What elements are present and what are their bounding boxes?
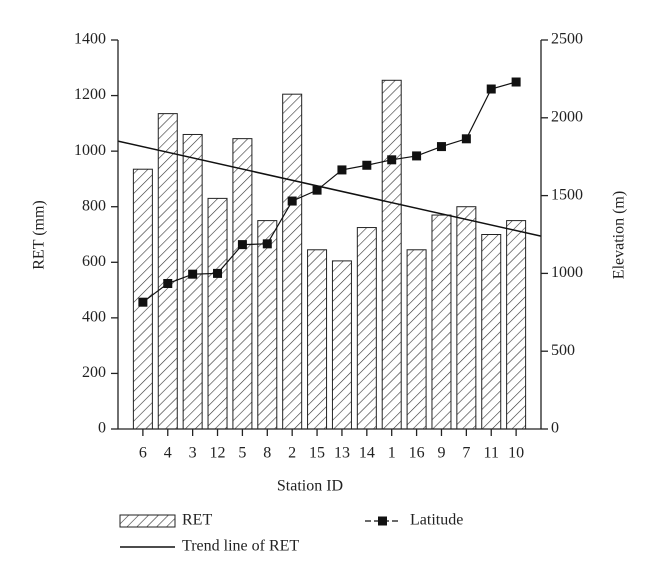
y-tick-label: 0 <box>98 420 106 437</box>
trend-line <box>117 140 542 237</box>
y2-axis-label: Elevation (m) <box>611 191 628 279</box>
bar <box>182 133 203 430</box>
bar <box>307 249 328 430</box>
x-tick-label: 8 <box>263 445 271 462</box>
series-marker <box>163 279 173 289</box>
x-tick-label: 15 <box>309 445 325 462</box>
bar <box>406 249 427 430</box>
x-tick-label: 9 <box>437 445 445 462</box>
x-tick-label: 11 <box>484 445 499 462</box>
y-axis-label: RET (mm) <box>31 200 48 269</box>
series-marker <box>213 268 223 278</box>
series-marker <box>387 155 397 165</box>
series-marker <box>362 160 372 170</box>
y2-tick-label: 2500 <box>551 31 583 48</box>
y-tick-label: 600 <box>82 253 106 270</box>
series-marker <box>312 185 322 195</box>
x-tick-label: 12 <box>210 445 226 462</box>
legend-label: Latitude <box>410 512 463 529</box>
bar <box>257 220 278 430</box>
series-marker <box>188 269 198 279</box>
legend-swatch <box>378 516 387 526</box>
y2-tick-label: 1500 <box>551 186 583 203</box>
series-marker <box>461 134 471 144</box>
bar <box>356 227 377 430</box>
series-marker <box>287 196 297 206</box>
series-marker <box>337 165 347 175</box>
series-marker <box>412 151 422 161</box>
y2-tick-label: 500 <box>551 342 575 359</box>
series-marker <box>138 297 148 307</box>
y-tick-label: 1000 <box>74 142 106 159</box>
series-line <box>142 81 517 303</box>
y-tick-label: 1400 <box>74 31 106 48</box>
y2-tick-label: 1000 <box>551 264 583 281</box>
bar <box>381 79 402 430</box>
series-marker <box>262 239 272 249</box>
bar <box>207 197 228 430</box>
legend-label: Trend line of RET <box>182 538 299 555</box>
y2-tick-label: 2000 <box>551 108 583 125</box>
x-tick-label: 2 <box>288 445 296 462</box>
x-tick-label: 7 <box>462 445 470 462</box>
y2-tick-label: 0 <box>551 420 559 437</box>
x-tick-label: 10 <box>508 445 524 462</box>
x-tick-label: 1 <box>388 445 396 462</box>
y-tick-label: 1200 <box>74 86 106 103</box>
x-tick-label: 16 <box>409 445 425 462</box>
bar <box>506 220 527 430</box>
series-marker <box>237 240 247 250</box>
bar <box>431 214 452 430</box>
series-marker <box>486 84 496 94</box>
x-tick-label: 6 <box>139 445 147 462</box>
y-tick-label: 400 <box>82 309 106 326</box>
bar <box>481 234 502 430</box>
bar <box>232 138 253 430</box>
y-tick-label: 200 <box>82 364 106 381</box>
x-tick-label: 13 <box>334 445 350 462</box>
legend-label: RET <box>182 512 212 529</box>
legend-swatch <box>119 514 176 528</box>
bar <box>282 93 303 430</box>
bar <box>157 113 178 430</box>
bar <box>456 206 477 430</box>
x-tick-label: 4 <box>164 445 172 462</box>
x-axis-label: Station ID <box>277 478 343 495</box>
y-tick-label: 800 <box>82 197 106 214</box>
series-marker <box>511 77 521 87</box>
x-tick-label: 3 <box>189 445 197 462</box>
series-marker <box>436 142 446 152</box>
x-tick-label: 5 <box>238 445 246 462</box>
bar <box>331 260 352 430</box>
x-tick-label: 14 <box>359 445 375 462</box>
